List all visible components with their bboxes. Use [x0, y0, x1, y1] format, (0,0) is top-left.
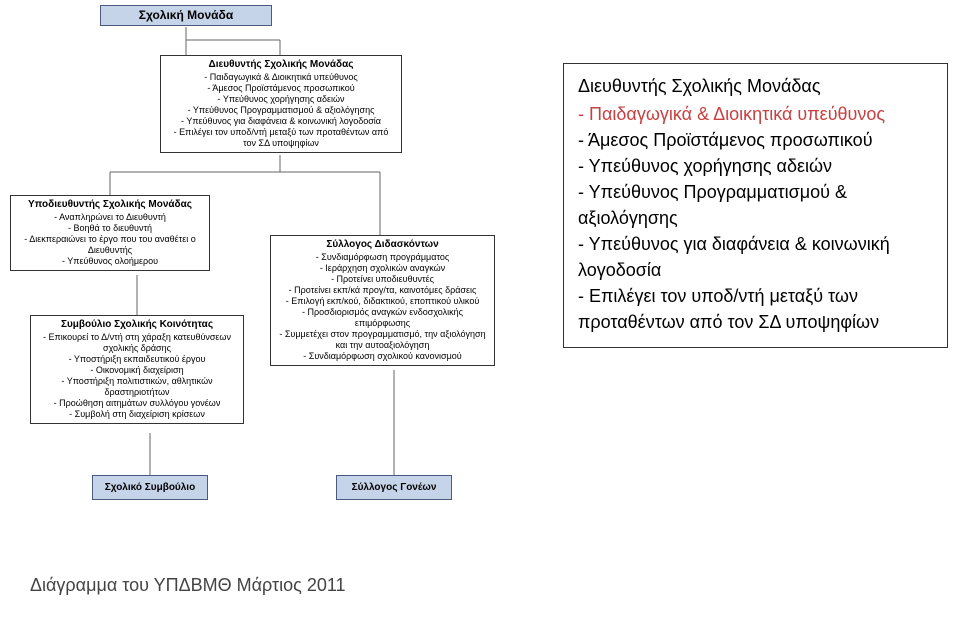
director-items: - Παιδαγωγικά & Διοικητικά υπεύθυνος- Άμ… [166, 72, 396, 149]
node-item: - Ιεράρχηση σχολικών αναγκών [276, 263, 489, 274]
node-item: - Συμμετέχει στον προγραμματισμό, την αξ… [276, 329, 489, 351]
school-council-node: Σχολικό Συμβούλιο [92, 475, 208, 500]
vice-title: Υποδιευθυντής Σχολικής Μονάδας [16, 199, 204, 210]
right-panel: Διευθυντής Σχολικής Μονάδας - Παιδαγωγικ… [563, 63, 948, 348]
node-item: - Υποστήριξη εκπαιδευτικού έργου [36, 354, 238, 365]
node-item: - Προώθηση αιτημάτων συλλόγου γονέων [36, 398, 238, 409]
node-item: - Υπεύθυνος χορήγησης αδειών [166, 94, 396, 105]
node-item: - Επικουρεί το Δ/ντή στη χάραξη κατευθύν… [36, 332, 238, 354]
node-item: - Υπεύθυνος για διαφάνεια & κοινωνική λο… [166, 116, 396, 127]
node-item: - Οικονομική διαχείριση [36, 365, 238, 376]
node-item: - Παιδαγωγικά & Διοικητικά υπεύθυνος [166, 72, 396, 83]
right-panel-item: - Υπεύθυνος χορήγησης αδειών [578, 153, 933, 179]
node-item: - Προσδιορισμός αναγκών ενδοσχολικής επι… [276, 307, 489, 329]
community-title: Συμβούλιο Σχολικής Κοινότητας [36, 319, 238, 330]
right-panel-item: - Υπεύθυνος Προγραμματισμού & αξιολόγηση… [578, 179, 933, 231]
node-item: - Επιλέγει τον υποδ/ντή μεταξύ των προτα… [166, 127, 396, 149]
right-panel-item: - Υπεύθυνος για διαφάνεια & κοινωνική λο… [578, 231, 933, 283]
node-item: - Υπεύθυνος ολοήμερου [16, 256, 204, 267]
node-item: - Υποστήριξη πολιτιστικών, αθλητικών δρα… [36, 376, 238, 398]
parents-label: Σύλλογος Γονέων [352, 482, 437, 493]
community-items: - Επικουρεί το Δ/ντή στη χάραξη κατευθύν… [36, 332, 238, 420]
director-node: Διευθυντής Σχολικής Μονάδας - Παιδαγωγικ… [160, 55, 402, 153]
vice-node: Υποδιευθυντής Σχολικής Μονάδας - Αναπληρ… [10, 195, 210, 271]
school-council-label: Σχολικό Συμβούλιο [105, 482, 195, 493]
caption: Διάγραμμα του ΥΠΔΒΜΘ Μάρτιος 2011 [30, 575, 346, 596]
right-panel-item: - Παιδαγωγικά & Διοικητικά υπεύθυνος [578, 101, 933, 127]
right-panel-items: - Παιδαγωγικά & Διοικητικά υπεύθυνος- Άμ… [578, 101, 933, 335]
parents-node: Σύλλογος Γονέων [336, 475, 452, 500]
vice-items: - Αναπληρώνει το Διευθυντή- Βοηθά το διε… [16, 212, 204, 267]
right-panel-item: - Επιλέγει τον υποδ/ντή μεταξύ των προτα… [578, 283, 933, 335]
caption-text: Διάγραμμα του ΥΠΔΒΜΘ Μάρτιος 2011 [30, 575, 346, 595]
node-item: - Συμβολή στη διαχείριση κρίσεων [36, 409, 238, 420]
node-item: - Άμεσος Προϊστάμενος προσωπικού [166, 83, 396, 94]
director-title: Διευθυντής Σχολικής Μονάδας [166, 59, 396, 70]
node-item: - Υπεύθυνος Προγραμματισμού & αξιολόγηση… [166, 105, 396, 116]
teachers-title: Σύλλογος Διδασκόντων [276, 239, 489, 250]
root-label: Σχολική Μονάδα [139, 8, 233, 22]
right-panel-title: Διευθυντής Σχολικής Μονάδας [578, 76, 933, 97]
root-node: Σχολική Μονάδα [100, 5, 272, 26]
teachers-node: Σύλλογος Διδασκόντων - Συνδιαμόρφωση προ… [270, 235, 495, 366]
node-item: - Προτείνει εκπ/κά προγ/τα, καινοτόμες δ… [276, 285, 489, 296]
node-item: - Συνδιαμόρφωση σχολικού κανονισμού [276, 351, 489, 362]
right-panel-item: - Άμεσος Προϊστάμενος προσωπικού [578, 127, 933, 153]
node-item: - Αναπληρώνει το Διευθυντή [16, 212, 204, 223]
node-item: - Επιλογή εκπ/κού, διδακτικού, εποπτικού… [276, 296, 489, 307]
node-item: - Βοηθά το διευθυντή [16, 223, 204, 234]
node-item: - Προτείνει υποδιευθυντές [276, 274, 489, 285]
node-item: - Διεκπεραιώνει το έργο που του αναθέτει… [16, 234, 204, 256]
community-node: Συμβούλιο Σχολικής Κοινότητας - Επικουρε… [30, 315, 244, 424]
teachers-items: - Συνδιαμόρφωση προγράμματος- Ιεράρχηση … [276, 252, 489, 362]
node-item: - Συνδιαμόρφωση προγράμματος [276, 252, 489, 263]
